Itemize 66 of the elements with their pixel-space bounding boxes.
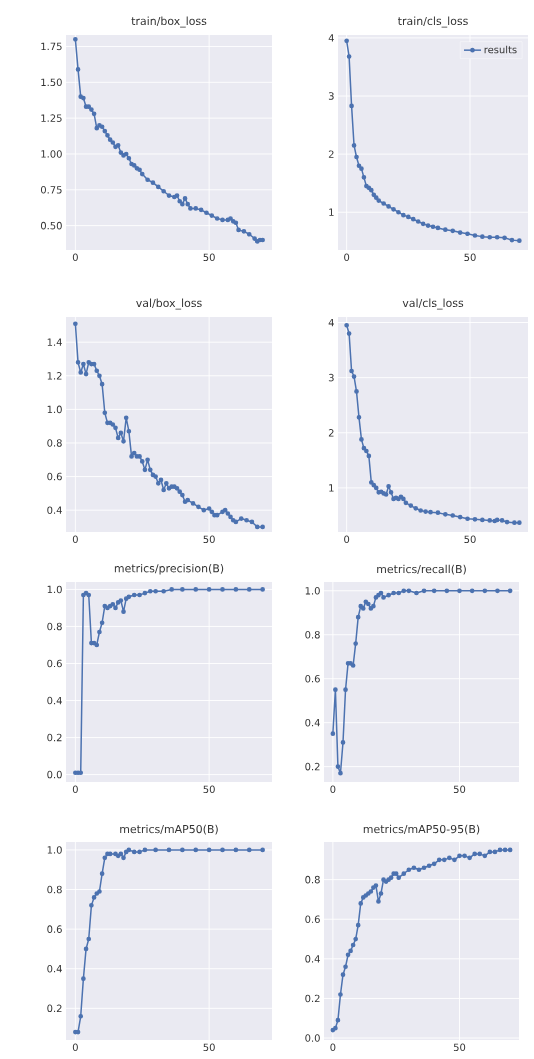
x-tick-label: 0: [344, 535, 350, 544]
x-tick-label: 50: [203, 535, 215, 544]
x-tick-label: 50: [464, 253, 476, 262]
chart-title: train/box_loss: [131, 16, 207, 28]
x-tick-label: 50: [203, 785, 215, 794]
y-tick-label: 0.2: [305, 994, 320, 1003]
x-tick-label: 0: [72, 535, 78, 544]
y-tick-label: 0.0: [47, 770, 62, 779]
y-tick-label: 1.75: [41, 42, 62, 51]
y-tick-label: 0.4: [47, 964, 62, 973]
y-tick-label: 0.2: [47, 733, 62, 742]
y-tick-label: 3: [328, 92, 334, 100]
y-tick-label: 0.8: [47, 622, 62, 631]
y-tick-label: 1.50: [41, 78, 62, 87]
x-tick-label: 0: [330, 785, 336, 794]
x-tick-label: 0: [72, 785, 78, 794]
y-tick-label: 0.4: [305, 955, 320, 963]
chart-title: val/box_loss: [136, 298, 202, 310]
y-tick-label: 1.2: [47, 372, 62, 380]
y-tick-label: 0.2: [47, 1004, 62, 1013]
y-tick-label: 0.4: [47, 696, 62, 705]
y-tick-label: 0.6: [305, 674, 320, 683]
y-tick-label: 4: [328, 318, 334, 327]
y-tick-label: 0.50: [40, 221, 62, 230]
legend-label: results: [484, 45, 517, 54]
y-tick-label: 0.8: [47, 885, 62, 894]
y-tick-label: 1.4: [47, 338, 62, 346]
y-tick-label: 0.0: [305, 1034, 320, 1042]
y-tick-label: 0.75: [40, 186, 62, 194]
y-tick-label: 1.00: [41, 150, 62, 158]
y-tick-label: 0.4: [305, 718, 320, 727]
x-tick-label: 0: [330, 1043, 336, 1052]
y-tick-label: 2: [328, 150, 334, 158]
x-tick-label: 0: [72, 1043, 78, 1052]
chart-title: metrics/recall(B): [377, 564, 466, 575]
chart-title: train/cls_loss: [397, 16, 468, 28]
y-tick-label: 0.6: [47, 472, 62, 481]
x-tick-label: 0: [344, 253, 350, 262]
y-tick-label: 1.25: [41, 114, 62, 122]
y-tick-label: 0.6: [47, 659, 62, 668]
chart-title: val/cls_loss: [402, 298, 464, 310]
y-tick-label: 1.0: [47, 585, 62, 594]
x-tick-label: 50: [453, 785, 466, 794]
y-tick-label: 4: [328, 34, 334, 42]
y-tick-label: 0.2: [305, 762, 320, 771]
y-tick-label: 0.4: [47, 506, 62, 514]
x-tick-label: 50: [203, 253, 215, 262]
y-tick-label: 1.0: [47, 405, 62, 414]
y-tick-label: 0.6: [305, 915, 320, 923]
x-tick-label: 50: [453, 1043, 466, 1052]
y-tick-label: 1: [329, 484, 334, 492]
y-tick-label: 1.0: [305, 587, 320, 595]
x-tick-label: 50: [464, 535, 476, 544]
y-tick-label: 0.8: [305, 630, 320, 639]
chart-title: metrics/mAP50-95(B): [363, 824, 480, 835]
x-tick-label: 0: [72, 253, 78, 262]
y-tick-label: 0.8: [47, 439, 62, 447]
chart-title: metrics/precision(B): [114, 563, 224, 575]
y-tick-label: 0.8: [305, 875, 320, 884]
chart-title: metrics/mAP50(B): [120, 824, 218, 835]
x-tick-label: 50: [203, 1043, 215, 1052]
y-tick-label: 2: [328, 429, 334, 437]
y-tick-label: 3: [328, 373, 334, 382]
y-tick-label: 1.0: [47, 846, 62, 854]
y-tick-label: 1: [329, 208, 334, 216]
y-tick-label: 0.6: [47, 925, 62, 933]
